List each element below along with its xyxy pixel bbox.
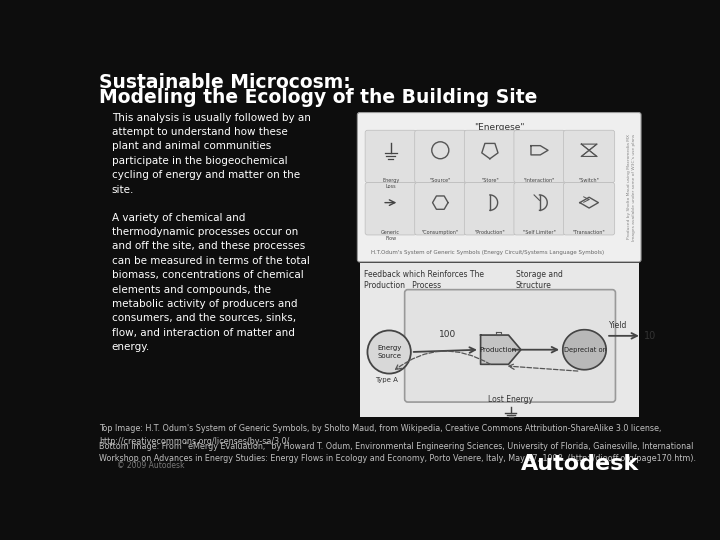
Text: Production: Production (479, 347, 516, 353)
Text: Storage and
Structure: Storage and Structure (516, 269, 563, 290)
Text: 100: 100 (439, 330, 456, 339)
FancyBboxPatch shape (357, 112, 641, 262)
FancyBboxPatch shape (464, 130, 516, 183)
FancyBboxPatch shape (415, 130, 466, 183)
FancyBboxPatch shape (564, 183, 615, 235)
Text: "Energese": "Energese" (474, 123, 524, 132)
Text: Produced by Sholto Maud using Macromedia MX
Images available under some of W3C's: Produced by Sholto Maud using Macromedia… (627, 134, 636, 241)
Text: "Self Limiter": "Self Limiter" (523, 231, 556, 235)
Text: "Production": "Production" (474, 231, 505, 235)
Text: Type A: Type A (374, 377, 397, 383)
Text: "Switch": "Switch" (579, 178, 600, 183)
Text: Autodesk: Autodesk (521, 455, 639, 475)
Text: Lost Energy: Lost Energy (488, 395, 534, 403)
Text: "Source": "Source" (430, 178, 451, 183)
Text: Yield: Yield (609, 321, 628, 330)
Text: A variety of chemical and
thermodynamic processes occur on
and off the site, and: A variety of chemical and thermodynamic … (112, 213, 310, 352)
Circle shape (367, 330, 411, 374)
FancyBboxPatch shape (405, 289, 616, 402)
Polygon shape (481, 335, 521, 365)
FancyBboxPatch shape (514, 130, 565, 183)
Text: "Interaction": "Interaction" (524, 178, 555, 183)
FancyBboxPatch shape (564, 130, 615, 183)
Text: Feedback which Reinforces The
Production   Process: Feedback which Reinforces The Production… (364, 269, 485, 290)
Text: © 2009 Autodesk: © 2009 Autodesk (117, 461, 184, 470)
Text: Sustainable Microcosm:: Sustainable Microcosm: (99, 72, 351, 91)
FancyBboxPatch shape (514, 183, 565, 235)
Text: Top Image: H.T. Odum's System of Generic Symbols, by Sholto Maud, from Wikipedia: Top Image: H.T. Odum's System of Generic… (99, 424, 662, 445)
Text: "Consumption": "Consumption" (422, 231, 459, 235)
Text: Generic
Flow: Generic Flow (381, 231, 400, 241)
Text: "Transaction": "Transaction" (573, 231, 606, 235)
Polygon shape (563, 330, 606, 370)
Text: Bottom Image: From "eMergy Evaluation," by Howard T. Odum, Environmental Enginee: Bottom Image: From "eMergy Evaluation," … (99, 442, 696, 463)
Text: Depreciat or: Depreciat or (564, 347, 605, 353)
Text: 10: 10 (644, 331, 657, 341)
Text: Energy
Loss: Energy Loss (382, 178, 400, 188)
FancyBboxPatch shape (464, 183, 516, 235)
FancyBboxPatch shape (365, 183, 416, 235)
FancyBboxPatch shape (365, 130, 416, 183)
Text: H.T.Odum's System of Generic Symbols (Energy Circuit/Systems Language Symbols): H.T.Odum's System of Generic Symbols (En… (371, 250, 604, 255)
Text: "Store": "Store" (481, 178, 499, 183)
FancyBboxPatch shape (360, 264, 639, 417)
FancyBboxPatch shape (415, 183, 466, 235)
Text: Energy
Source: Energy Source (377, 345, 401, 359)
Text: This analysis is usually followed by an
attempt to understand how these
plant an: This analysis is usually followed by an … (112, 112, 310, 194)
Text: Modeling the Ecology of the Building Site: Modeling the Ecology of the Building Sit… (99, 88, 538, 107)
